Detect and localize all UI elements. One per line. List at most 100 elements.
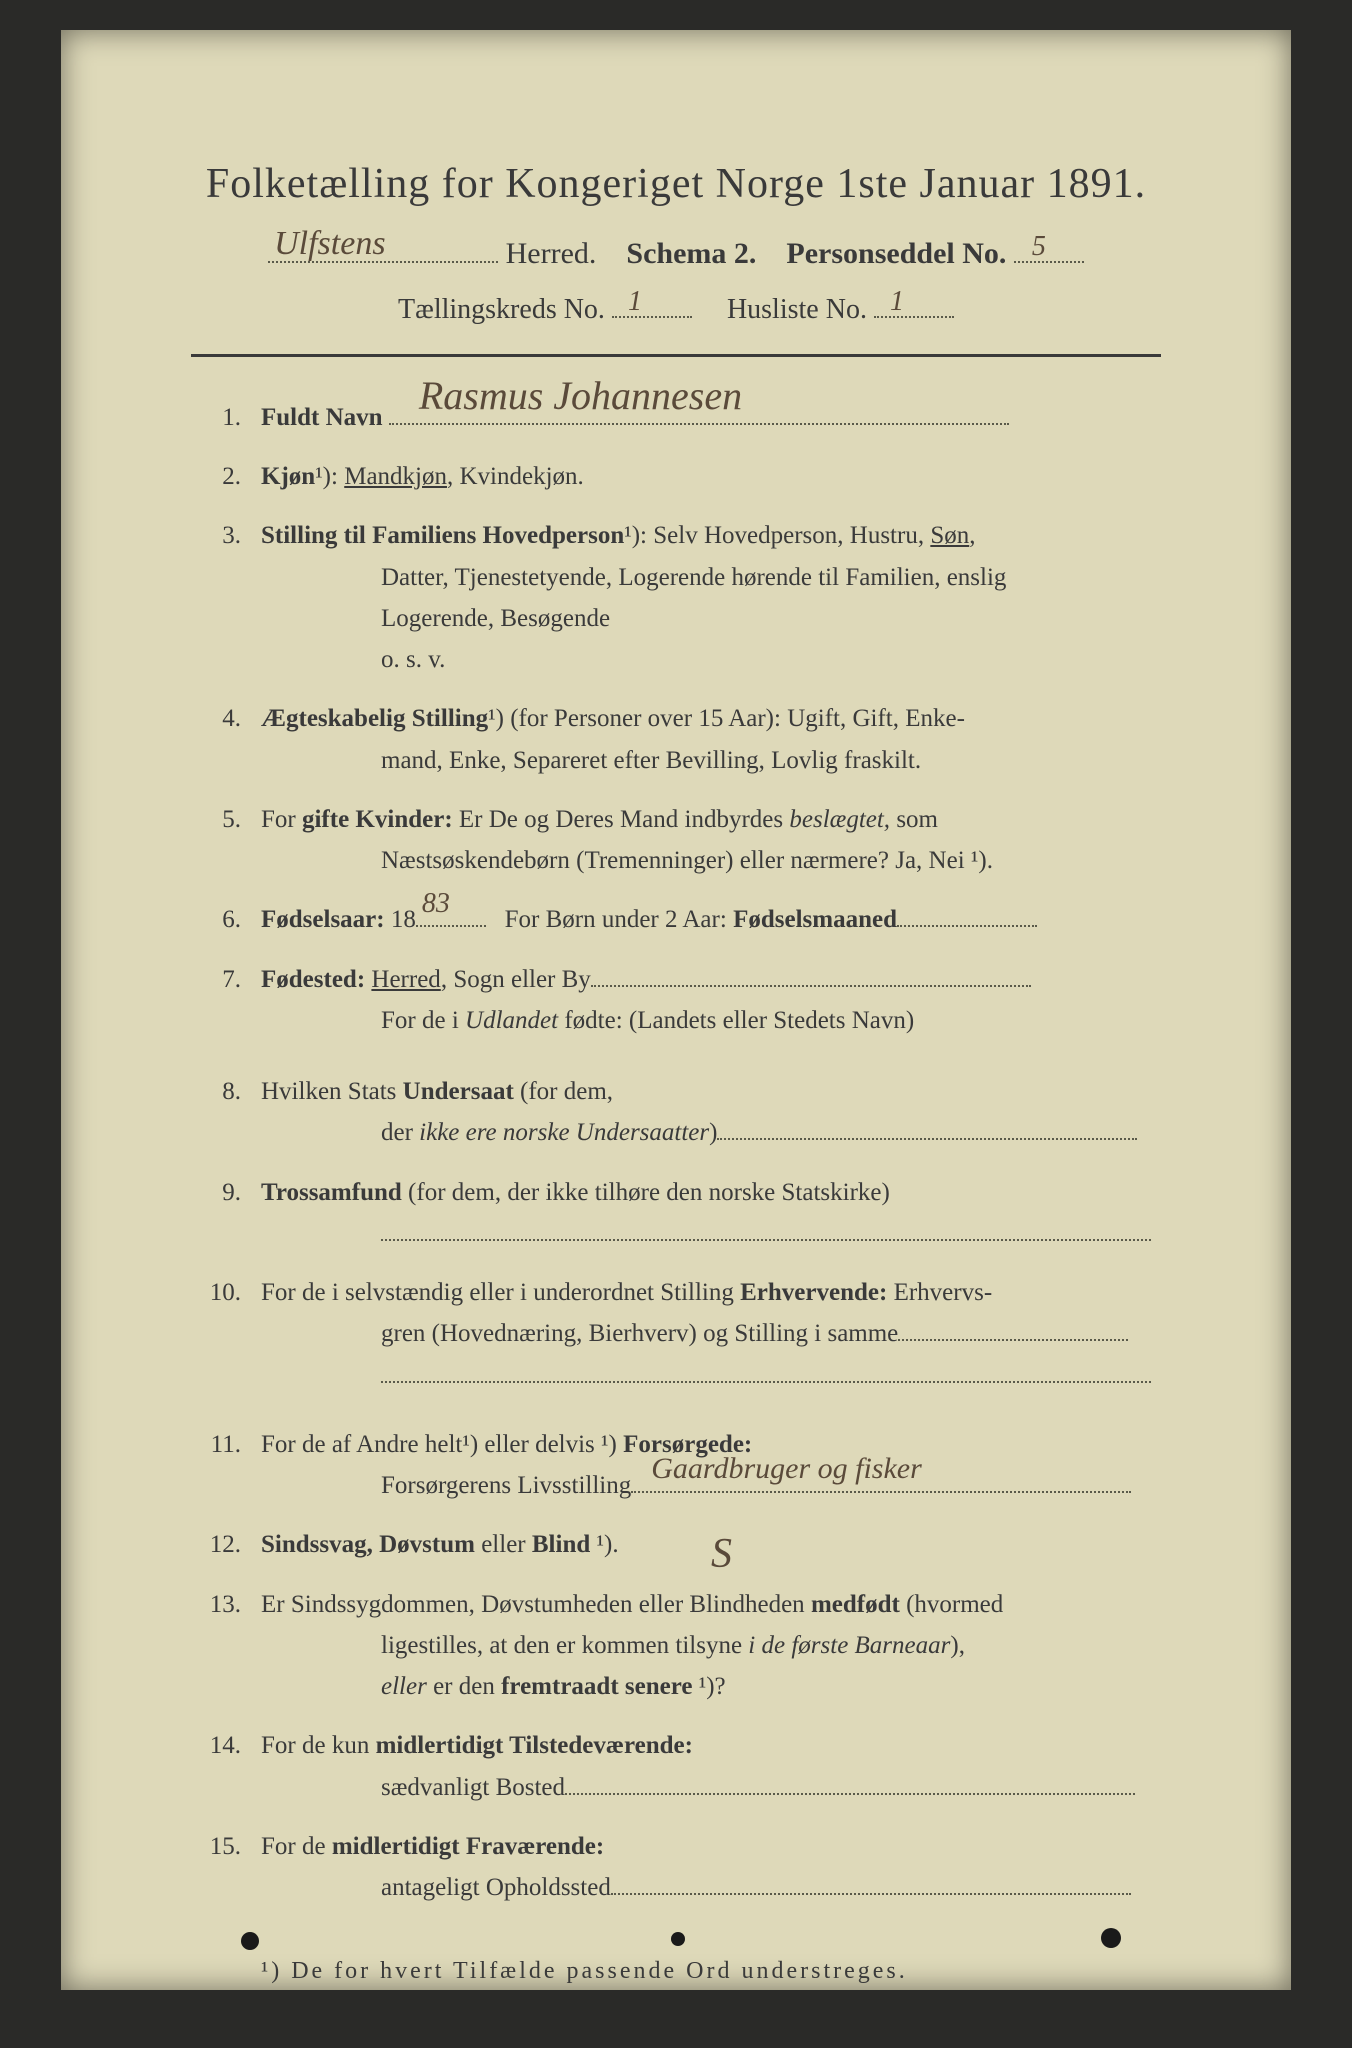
q7-field bbox=[591, 985, 1031, 987]
q3-note: ¹): bbox=[624, 522, 647, 549]
q6-label: Fødselsaar: bbox=[261, 906, 385, 933]
kreds-field: 1 bbox=[612, 287, 692, 318]
kreds-hand: 1 bbox=[628, 286, 642, 318]
herred-handwriting: Ulfstens bbox=[274, 225, 385, 263]
q3-underlined: Søn bbox=[930, 522, 969, 549]
header-line-3: Tællingskreds No. 1 Husliste No. 1 bbox=[191, 287, 1161, 326]
kreds-label: Tællingskreds No. bbox=[398, 294, 605, 325]
q10-c: Erhvervs- bbox=[887, 1279, 992, 1306]
q3-label: Stilling til Familiens Hovedperson bbox=[261, 522, 624, 549]
q13-1b: medfødt bbox=[811, 1591, 900, 1618]
personseddel-label: Personseddel No. bbox=[786, 237, 1006, 270]
q8-2b: ikke ere norske Undersaatter bbox=[419, 1119, 709, 1146]
q6-year-hand: 83 bbox=[422, 881, 450, 927]
q11-b: ¹) eller delvis ¹) bbox=[462, 1431, 623, 1458]
field-6-birthyear: Fødselsaar: 1883 For Børn under 2 Aar: F… bbox=[191, 899, 1161, 940]
q9-field bbox=[381, 1239, 1151, 1241]
q6-prefix: 18 bbox=[391, 906, 416, 933]
q15-b: midlertidigt Fraværende: bbox=[332, 1833, 604, 1860]
footnote: ¹) De for hvert Tilfælde passende Ord un… bbox=[191, 1958, 1161, 1985]
personseddel-field: 5 bbox=[1014, 230, 1084, 263]
q2-underlined: Mandkjøn bbox=[344, 463, 447, 490]
q7-udlandet: Udlandet bbox=[465, 1007, 558, 1034]
q5-b: gifte Kvinder: bbox=[302, 806, 453, 833]
field-8-citizenship: Hvilken Stats Undersaat (for dem, der ik… bbox=[191, 1071, 1161, 1154]
ink-spot-mid bbox=[671, 1932, 685, 1946]
q6-mid: For Børn under 2 Aar: bbox=[505, 906, 727, 933]
q2-label: Kjøn bbox=[261, 463, 315, 490]
q12-hand: S bbox=[711, 1520, 732, 1589]
husliste-label: Husliste No. bbox=[727, 294, 867, 325]
q3-line4: o. s. v. bbox=[261, 639, 1161, 680]
q4-line2: mand, Enke, Separeret efter Bevilling, L… bbox=[261, 740, 1161, 781]
q12-d: ¹). bbox=[590, 1531, 618, 1558]
q14-field bbox=[565, 1793, 1135, 1795]
q11-hand: Gaardbruger og fisker bbox=[651, 1444, 922, 1494]
census-form-page: Folketælling for Kongeriget Norge 1ste J… bbox=[61, 30, 1291, 1990]
schema-label: Schema 2. bbox=[626, 237, 756, 270]
field-10-occupation: For de i selvstændig eller i underordnet… bbox=[191, 1272, 1161, 1396]
q10-b: Erhvervende: bbox=[740, 1279, 887, 1306]
q1-label: Fuldt Navn bbox=[261, 404, 383, 431]
q8-2a: der bbox=[381, 1119, 419, 1146]
q10-field2 bbox=[381, 1381, 1151, 1383]
q4-line1: (for Personer over 15 Aar): Ugift, Gift,… bbox=[504, 705, 965, 732]
q5-e: som bbox=[890, 806, 938, 833]
q6-month-field bbox=[897, 925, 1037, 927]
q2-note: ¹): bbox=[315, 463, 338, 490]
q8-field bbox=[717, 1138, 1137, 1140]
q7-underlined: Herred bbox=[371, 966, 440, 993]
q13-line2: ligestilles, at den er kommen tilsyne i … bbox=[261, 1625, 1161, 1666]
q13-line3: eller er den fremtraadt senere ¹)? bbox=[261, 1666, 1161, 1707]
field-12-disability: Sindssvag, Døvstum eller Blind ¹). S bbox=[191, 1524, 1161, 1565]
q8-line2: der ikke ere norske Undersaatter) bbox=[261, 1112, 1161, 1153]
q14-line2: sædvanligt Bosted bbox=[261, 1767, 1161, 1808]
field-9-religion: Trossamfund (for dem, der ikke tilhøre d… bbox=[191, 1172, 1161, 1255]
header-line-2: Ulfstens Herred. Schema 2. Personseddel … bbox=[191, 230, 1161, 271]
q6-label2: Fødselsmaaned bbox=[733, 906, 897, 933]
q7-line2: For de i Udlandet fødte: (Landets eller … bbox=[261, 1000, 1161, 1041]
field-13-congenital: Er Sindssygdommen, Døvstumheden eller Bl… bbox=[191, 1584, 1161, 1708]
q5-d: beslægtet, bbox=[789, 806, 890, 833]
q1-hand: Rasmus Johannesen bbox=[419, 363, 742, 429]
herred-field: Ulfstens bbox=[268, 230, 498, 263]
q4-label: Ægteskabelig Stilling bbox=[261, 705, 488, 732]
q10-line2: gren (Hovednæring, Bierhverv) og Stillin… bbox=[261, 1313, 1161, 1354]
q12-a: Sindssvag, Døvstum bbox=[261, 1531, 475, 1558]
field-3-relation: Stilling til Familiens Hovedperson¹): Se… bbox=[191, 515, 1161, 680]
form-fields-list: Fuldt Navn Rasmus Johannesen Kjøn¹): Man… bbox=[191, 397, 1161, 1909]
q13-1a: Er Sindssygdommen, Døvstumheden eller Bl… bbox=[261, 1591, 811, 1618]
q15-a: For de bbox=[261, 1833, 332, 1860]
page-title: Folketælling for Kongeriget Norge 1ste J… bbox=[191, 160, 1161, 208]
ink-spot-left bbox=[241, 1932, 259, 1950]
q10-a: For de i selvstændig eller i underordnet… bbox=[261, 1279, 740, 1306]
field-4-marital: Ægteskabelig Stilling¹) (for Personer ov… bbox=[191, 698, 1161, 781]
q4-note: ¹) bbox=[488, 705, 504, 732]
field-5-related: For gifte Kvinder: Er De og Deres Mand i… bbox=[191, 799, 1161, 882]
q15-field bbox=[611, 1893, 1131, 1895]
husliste-hand: 1 bbox=[890, 286, 904, 318]
q5-a: For bbox=[261, 806, 302, 833]
personseddel-hand: 5 bbox=[1032, 231, 1046, 263]
field-1-name: Fuldt Navn Rasmus Johannesen bbox=[191, 397, 1161, 438]
q8-2c: ) bbox=[709, 1119, 717, 1146]
q3-line2: Datter, Tjenestetyende, Logerende hørend… bbox=[261, 557, 1161, 598]
q11-field: Gaardbruger og fisker bbox=[631, 1491, 1131, 1493]
husliste-field: 1 bbox=[874, 287, 954, 318]
q9-line1: (for dem, der ikke tilhøre den norske St… bbox=[402, 1179, 890, 1206]
q12-c: Blind bbox=[532, 1531, 590, 1558]
q8-a: Hvilken Stats bbox=[261, 1078, 403, 1105]
q12-b: eller bbox=[475, 1531, 532, 1558]
q8-c: (for dem, bbox=[514, 1078, 613, 1105]
q1-field: Rasmus Johannesen bbox=[389, 397, 1009, 425]
q13-1c: (hvormed bbox=[900, 1591, 1003, 1618]
q14-b: midlertidigt Tilstedeværende: bbox=[376, 1732, 693, 1759]
q5-c: Er De og Deres Mand indbyrdes bbox=[453, 806, 790, 833]
q11-line2: Forsørgerens LivsstillingGaardbruger og … bbox=[261, 1465, 1161, 1506]
q7-label: Fødested: bbox=[261, 966, 365, 993]
field-14-temp-present: For de kun midlertidigt Tilstedeværende:… bbox=[191, 1725, 1161, 1808]
field-11-provider: For de af Andre helt¹) eller delvis ¹) F… bbox=[191, 1424, 1161, 1507]
q6-year-field: 83 bbox=[416, 900, 486, 928]
q5-line2: Næstsøskendebørn (Tremenninger) eller næ… bbox=[261, 840, 1161, 881]
herred-label: Herred. bbox=[506, 237, 597, 270]
